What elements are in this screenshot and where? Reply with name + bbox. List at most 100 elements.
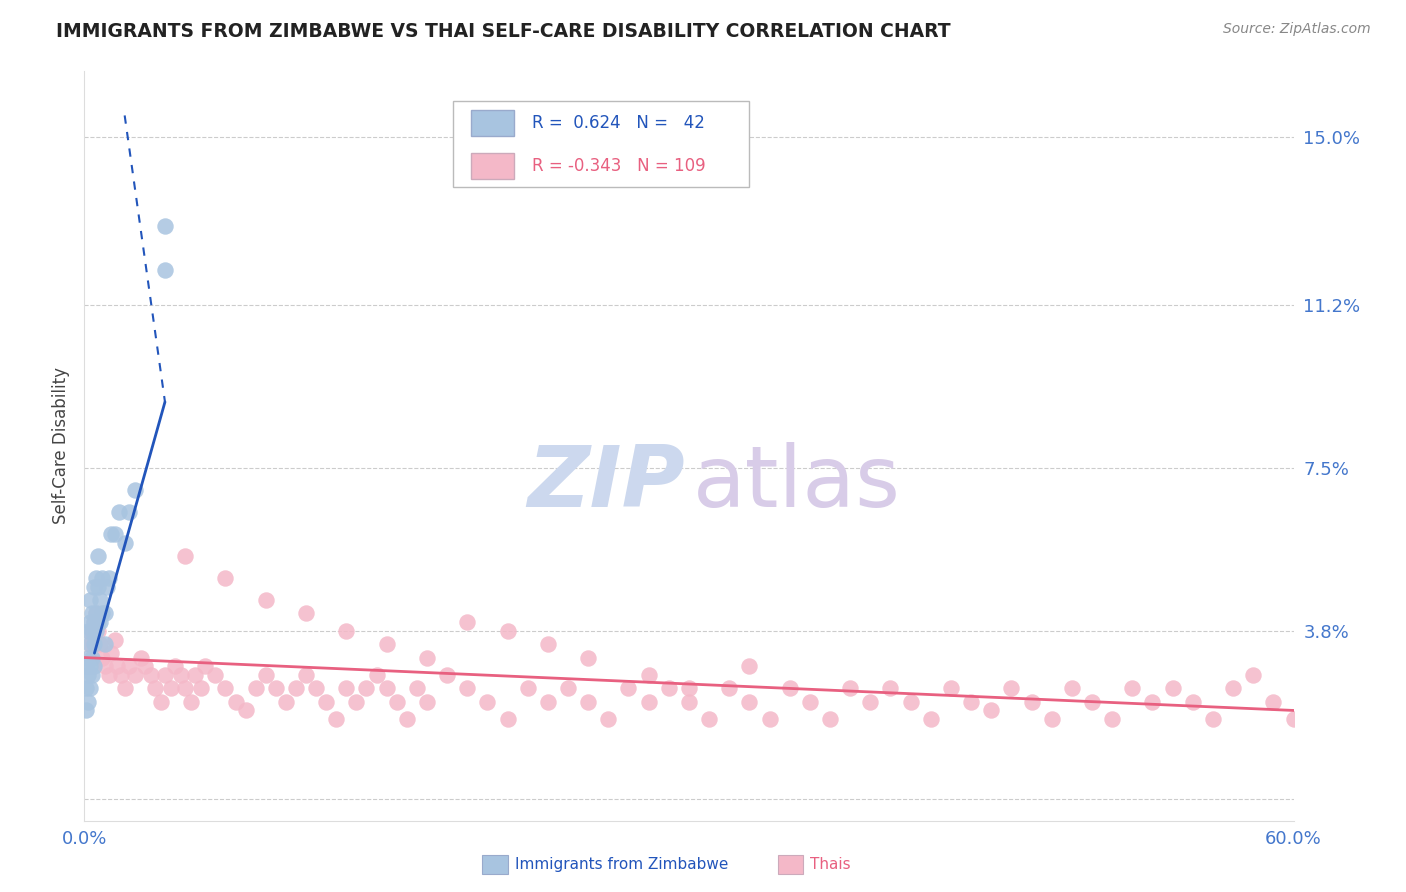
Point: [980, 703, 1002, 717]
Point: [1000, 681, 1022, 696]
Point: [214, 681, 236, 696]
Point: [97, 571, 120, 585]
Point: [839, 681, 862, 696]
Point: [295, 607, 318, 621]
Point: [305, 681, 328, 696]
Point: [456, 681, 478, 696]
Point: [416, 650, 439, 665]
Point: [83, 637, 105, 651]
Point: [516, 681, 538, 696]
Point: [225, 695, 247, 709]
Point: [91, 607, 114, 621]
Point: [375, 681, 398, 696]
Point: [180, 695, 202, 709]
Point: [134, 659, 156, 673]
Point: [537, 637, 560, 651]
Point: [153, 219, 176, 233]
Point: [87, 615, 110, 630]
Point: [143, 681, 166, 696]
Point: [1202, 712, 1225, 726]
Point: [879, 681, 901, 696]
Point: [496, 624, 519, 639]
Point: [385, 695, 408, 709]
Point: [325, 712, 347, 726]
Point: [100, 646, 122, 660]
Point: [235, 703, 257, 717]
Point: [678, 695, 700, 709]
Point: [124, 668, 146, 682]
Point: [658, 681, 681, 696]
Point: [77, 650, 100, 665]
Point: [1142, 695, 1164, 709]
Point: [859, 695, 882, 709]
Point: [598, 712, 620, 726]
Point: [1263, 695, 1285, 709]
Point: [91, 571, 114, 585]
Point: [89, 593, 111, 607]
Point: [86, 607, 108, 621]
Y-axis label: Self-Care Disability: Self-Care Disability: [52, 368, 70, 524]
Text: R =  0.624   N =   42: R = 0.624 N = 42: [531, 114, 704, 132]
Point: [87, 624, 110, 639]
Point: [436, 668, 458, 682]
Point: [395, 712, 418, 726]
Point: [96, 580, 118, 594]
Point: [477, 695, 499, 709]
Text: Immigrants from Zimbabwe: Immigrants from Zimbabwe: [515, 857, 728, 871]
Point: [77, 624, 100, 639]
Point: [194, 659, 217, 673]
Point: [1021, 695, 1043, 709]
Point: [637, 668, 659, 682]
Point: [83, 580, 105, 594]
Point: [254, 668, 277, 682]
Point: [82, 668, 104, 682]
Point: [960, 695, 983, 709]
Point: [758, 712, 780, 726]
Point: [75, 703, 97, 717]
Point: [1081, 695, 1104, 709]
Point: [939, 681, 962, 696]
Point: [346, 695, 368, 709]
Point: [170, 668, 193, 682]
Point: [139, 668, 162, 682]
Point: [83, 615, 105, 630]
Point: [89, 637, 111, 651]
Point: [295, 668, 318, 682]
Point: [93, 659, 115, 673]
Point: [153, 668, 176, 682]
Point: [1101, 712, 1123, 726]
Point: [920, 712, 942, 726]
Text: IMMIGRANTS FROM ZIMBABWE VS THAI SELF-CARE DISABILITY CORRELATION CHART: IMMIGRANTS FROM ZIMBABWE VS THAI SELF-CA…: [56, 22, 950, 41]
Text: Source: ZipAtlas.com: Source: ZipAtlas.com: [1223, 22, 1371, 37]
Point: [174, 681, 197, 696]
Point: [576, 650, 599, 665]
Point: [335, 681, 357, 696]
Text: R = -0.343   N = 109: R = -0.343 N = 109: [531, 157, 706, 175]
Point: [160, 681, 183, 696]
Point: [375, 637, 398, 651]
Point: [79, 624, 101, 639]
Point: [264, 681, 287, 696]
Point: [214, 571, 236, 585]
Point: [79, 593, 101, 607]
Point: [697, 712, 720, 726]
Point: [406, 681, 429, 696]
Point: [79, 659, 101, 673]
Point: [79, 681, 101, 696]
Text: atlas: atlas: [693, 442, 901, 525]
Point: [335, 624, 357, 639]
Point: [637, 695, 659, 709]
Point: [124, 483, 146, 497]
FancyBboxPatch shape: [471, 153, 513, 179]
Point: [89, 615, 111, 630]
Point: [1222, 681, 1244, 696]
Point: [104, 527, 127, 541]
Point: [274, 695, 297, 709]
Point: [83, 615, 105, 630]
Point: [83, 659, 105, 673]
Point: [93, 607, 115, 621]
Point: [204, 668, 226, 682]
Point: [799, 695, 821, 709]
Point: [1161, 681, 1184, 696]
Point: [87, 549, 110, 564]
